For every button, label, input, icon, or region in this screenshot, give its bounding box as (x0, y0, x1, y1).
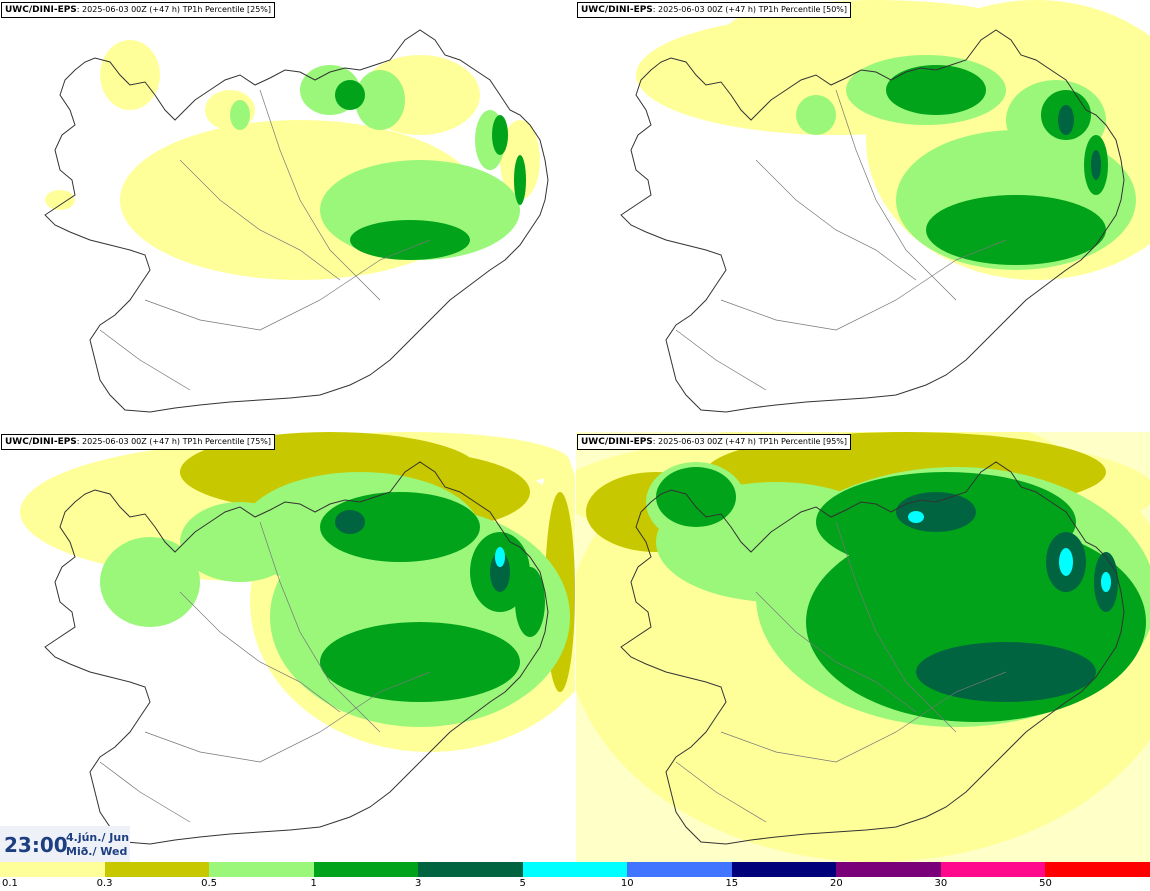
legend-labels: 0.1 0.3 0.5 1 3 5 10 15 20 30 50 (0, 877, 1150, 891)
map-panel-p75: UWC/DINI-EPS: 2025-06-03 00Z (+47 h) TP1… (0, 432, 575, 862)
road-line (179, 159, 341, 281)
road-line (755, 591, 917, 713)
road-line (259, 521, 381, 733)
precip-area (230, 100, 250, 130)
iceland-coastline (44, 29, 549, 413)
precip-area (45, 190, 75, 210)
precip-area (886, 65, 986, 115)
legend-label: 1 (310, 878, 317, 889)
color-scale-legend: 0.1 0.3 0.5 1 3 5 10 15 20 30 50 (0, 862, 1150, 891)
precip-area (490, 552, 510, 592)
panel-title: UWC/DINI-EPS: 2025-06-03 00Z (+47 h) TP1… (577, 434, 852, 450)
legend-label: 0.3 (96, 878, 113, 889)
road-line (99, 329, 191, 391)
legend-swatch (836, 862, 941, 877)
legend-swatch (522, 862, 628, 877)
legend-swatch (627, 862, 732, 877)
precip-fields (45, 40, 540, 280)
precip-area (515, 567, 545, 637)
road-line (144, 671, 431, 763)
precip-fields (20, 432, 575, 752)
precip-area (1101, 572, 1111, 592)
legend-swatch (104, 862, 210, 877)
legend-label: 50 (1039, 878, 1052, 889)
precip-area (355, 70, 405, 130)
precip-area (100, 537, 200, 627)
precip-area (661, 40, 741, 110)
legend-swatch (731, 862, 837, 877)
precip-area (335, 510, 365, 534)
precip-area (180, 502, 300, 582)
precip-area (896, 492, 976, 532)
coastline (44, 461, 549, 845)
precip-area (495, 547, 505, 567)
road-line (144, 239, 431, 331)
legend-swatch (313, 862, 419, 877)
precip-area (656, 467, 736, 527)
road-line (755, 159, 917, 281)
iceland-coastline (620, 29, 1125, 413)
legend-swatch (940, 862, 1046, 877)
valid-hour: 23:00 (4, 833, 68, 857)
precip-area (514, 155, 526, 205)
road-line (99, 761, 191, 823)
valid-date-weekday: Mið./ Wed (66, 845, 128, 858)
road-line (835, 521, 957, 733)
precip-map-p95 (576, 432, 1150, 862)
precip-area (100, 40, 160, 110)
precip-area (320, 492, 480, 562)
precip-area (492, 115, 508, 155)
valid-time-box: 23:00 4.jún./ Jun Mið./ Wed (0, 826, 130, 862)
valid-date-day: 4.jún./ Jun (66, 831, 130, 844)
legend-label: 15 (725, 878, 739, 889)
coastline (620, 29, 1125, 413)
precip-area (335, 80, 365, 110)
road-line (259, 89, 381, 301)
precip-area (926, 195, 1106, 265)
precip-area (350, 220, 470, 260)
legend-swatch (0, 862, 105, 877)
precip-area (1091, 150, 1101, 180)
precip-area (1058, 105, 1074, 135)
legend-label: 0.1 (2, 878, 18, 889)
legend-label: 3 (414, 878, 422, 889)
panel-title: UWC/DINI-EPS: 2025-06-03 00Z (+47 h) TP1… (1, 2, 276, 18)
precip-area (30, 472, 150, 552)
precip-map-p50 (620, 0, 1150, 413)
precip-area (320, 622, 520, 702)
legend-label: 0.5 (201, 878, 218, 889)
legend-swatch (1045, 862, 1150, 877)
coastline (620, 461, 1125, 845)
legend-label: 20 (829, 878, 843, 889)
iceland-coastline (44, 461, 549, 845)
legend-label: 5 (519, 878, 526, 889)
precip-map-p75 (20, 432, 575, 845)
precip-area (908, 511, 924, 523)
road-line (179, 591, 341, 713)
precip-fields (636, 0, 1150, 280)
legend-swatch (418, 862, 523, 877)
road-line (720, 671, 1007, 763)
precip-fields (576, 432, 1150, 862)
legend-swatch (209, 862, 314, 877)
iceland-coastline (620, 461, 1125, 845)
legend-label: 30 (934, 878, 948, 889)
road-line (675, 761, 767, 823)
legend-color-bar (0, 862, 1150, 877)
road-line (720, 239, 1007, 331)
coastline (44, 29, 549, 413)
precip-area (796, 95, 836, 135)
legend-label: 10 (620, 878, 634, 889)
map-panel-p50: UWC/DINI-EPS: 2025-06-03 00Z (+47 h) TP1… (576, 0, 1150, 430)
panel-title: UWC/DINI-EPS: 2025-06-03 00Z (+47 h) TP1… (577, 2, 852, 18)
map-panel-p25: UWC/DINI-EPS: 2025-06-03 00Z (+47 h) TP1… (0, 0, 575, 430)
road-line (835, 89, 957, 301)
map-panel-p95: UWC/DINI-EPS: 2025-06-03 00Z (+47 h) TP1… (576, 432, 1150, 862)
precip-area (1059, 548, 1073, 576)
valid-date: 4.jún./ Jun Mið./ Wed (66, 831, 129, 859)
precip-map-p25 (44, 29, 549, 413)
road-line (675, 329, 767, 391)
panel-title: UWC/DINI-EPS: 2025-06-03 00Z (+47 h) TP1… (1, 434, 276, 450)
